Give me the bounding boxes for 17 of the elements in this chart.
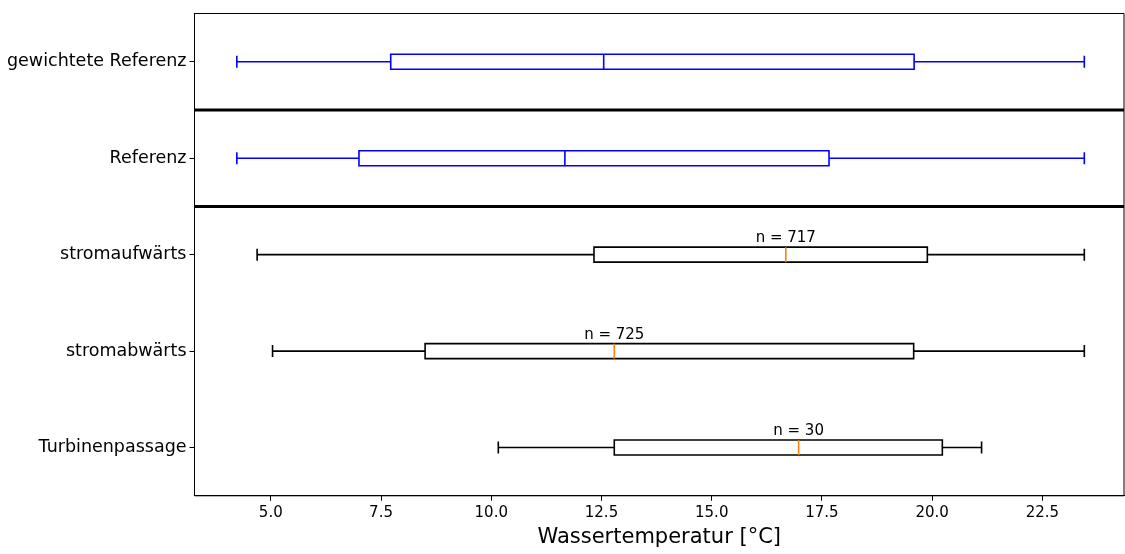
x-tick-label: 12.5 — [584, 502, 619, 521]
y-tick-label: Referenz — [109, 146, 187, 167]
annotation: n = 30 — [773, 420, 824, 439]
x-tick-label: 20.0 — [915, 502, 949, 521]
y-tick-label: Turbinenpassage — [37, 436, 187, 457]
x-tick-label: 7.5 — [369, 502, 393, 521]
x-tick-label: 17.5 — [805, 502, 839, 521]
x-tick-label: 15.0 — [695, 502, 729, 521]
y-tick-label: gewichtete Referenz — [6, 50, 187, 71]
x-tick-label: 5.0 — [258, 502, 283, 521]
annotation: n = 725 — [584, 324, 645, 343]
y-tick-label: stromaufwärts — [60, 243, 187, 264]
x-axis-title: Wassertemperatur [°C] — [537, 523, 781, 548]
y-tick-label: stromabwärts — [65, 339, 187, 360]
x-tick-label: 10.0 — [474, 502, 508, 521]
annotation: n = 717 — [755, 228, 816, 247]
x-tick-label: 22.5 — [1025, 502, 1060, 521]
